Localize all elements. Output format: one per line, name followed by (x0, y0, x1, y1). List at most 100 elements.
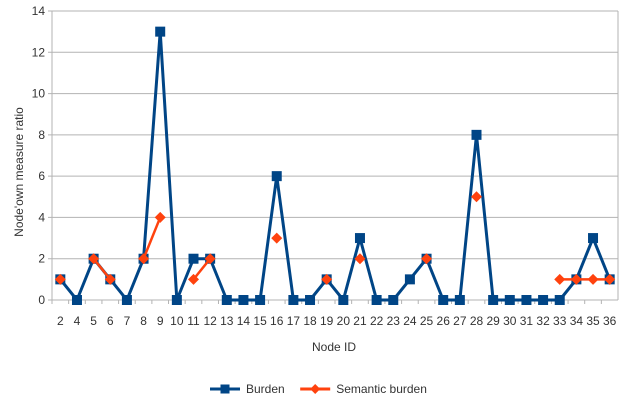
x-tick-label: 33 (553, 314, 567, 328)
data-point (188, 253, 199, 264)
data-point (554, 295, 565, 305)
y-tick-label: 8 (38, 128, 45, 142)
series-semantic-burden (54, 191, 616, 285)
labels: Node'own measure ratio Node ID (12, 107, 356, 354)
series-layer (54, 26, 616, 305)
y-tick-label: 12 (32, 45, 46, 59)
y-tick-label: 10 (32, 87, 46, 101)
series-line (59, 30, 612, 302)
data-point (554, 273, 566, 285)
data-point (310, 384, 321, 394)
data-point (588, 233, 599, 244)
x-tick-label: 14 (237, 314, 251, 328)
data-point (404, 274, 415, 285)
x-tick-label: 15 (253, 314, 267, 328)
data-point (188, 273, 199, 285)
data-point (388, 295, 399, 305)
data-point (155, 26, 166, 37)
data-point (471, 191, 482, 203)
data-point (488, 295, 499, 305)
data-point (71, 295, 82, 305)
x-tick-label: 26 (437, 314, 451, 328)
data-point (338, 295, 349, 305)
data-point (121, 295, 132, 305)
x-tick-label: 34 (570, 314, 584, 328)
data-point (171, 295, 182, 305)
data-point (471, 129, 482, 140)
data-point (288, 295, 299, 305)
x-tick-label: 7 (124, 314, 131, 328)
legend-label: Semantic burden (336, 382, 427, 396)
x-tick-label: 30 (503, 314, 517, 328)
data-point (54, 273, 66, 285)
x-tick-label: 10 (170, 314, 184, 328)
y-tick-label: 0 (38, 293, 45, 307)
x-tick-label: 32 (536, 314, 550, 328)
x-tick-label: 2 (57, 314, 64, 328)
series-line (92, 257, 112, 281)
x-tick-label: 17 (287, 314, 301, 328)
x-tick-label: 4 (74, 314, 81, 328)
data-point (538, 295, 549, 305)
x-tick-label: 21 (353, 314, 367, 328)
x-tick-label: 19 (320, 314, 334, 328)
data-point (321, 273, 333, 285)
legend: Burden Semantic burden (210, 382, 427, 396)
data-point (104, 273, 116, 285)
data-point (271, 171, 282, 182)
x-tick-label: 9 (157, 314, 164, 328)
series-line (142, 216, 162, 260)
x-tick-label: 12 (203, 314, 217, 328)
x-tick-label: 8 (140, 314, 147, 328)
x-tick-label: 28 (470, 314, 484, 328)
data-point (138, 253, 150, 265)
gridlines (48, 10, 618, 301)
data-point (238, 295, 249, 305)
data-point (204, 253, 216, 265)
x-tick-label: 5 (90, 314, 97, 328)
x-tick-label: 6 (107, 314, 114, 328)
x-tick-label: 13 (220, 314, 234, 328)
x-tick-label: 11 (187, 314, 200, 328)
y-tick-label: 2 (38, 252, 45, 266)
data-point (305, 295, 316, 305)
data-point (88, 253, 100, 265)
x-tick-label: 27 (453, 314, 467, 328)
data-point (587, 273, 599, 285)
legend-label: Burden (246, 382, 285, 396)
series-line (192, 257, 212, 281)
data-point (354, 233, 365, 244)
x-tick-label: 24 (403, 314, 417, 328)
data-point (221, 295, 232, 305)
data-point (421, 253, 433, 265)
x-tick-label: 16 (270, 314, 284, 328)
data-point (504, 295, 515, 305)
series-burden (55, 26, 615, 305)
data-point (220, 384, 230, 394)
legend-item: Burden (210, 382, 285, 396)
data-point (371, 295, 382, 305)
x-tick-label: 36 (603, 314, 617, 328)
data-point (354, 253, 366, 265)
legend-item: Semantic burden (300, 382, 427, 396)
data-point (255, 295, 266, 305)
data-point (438, 295, 449, 305)
x-tick-label: 31 (520, 314, 534, 328)
x-tick-label: 18 (303, 314, 317, 328)
x-tick-label: 22 (370, 314, 384, 328)
y-axis-label: Node'own measure ratio (12, 107, 26, 237)
x-tick-label: 25 (420, 314, 434, 328)
y-tick-label: 4 (38, 210, 45, 224)
data-point (570, 273, 582, 285)
y-tick-label: 6 (38, 169, 45, 183)
x-tick-label: 20 (337, 314, 351, 328)
x-axis-label: Node ID (312, 340, 356, 354)
y-tick-label: 14 (32, 4, 46, 18)
data-point (521, 295, 532, 305)
data-point (604, 273, 616, 285)
x-tick-label: 35 (586, 314, 600, 328)
x-tick-label: 29 (486, 314, 500, 328)
